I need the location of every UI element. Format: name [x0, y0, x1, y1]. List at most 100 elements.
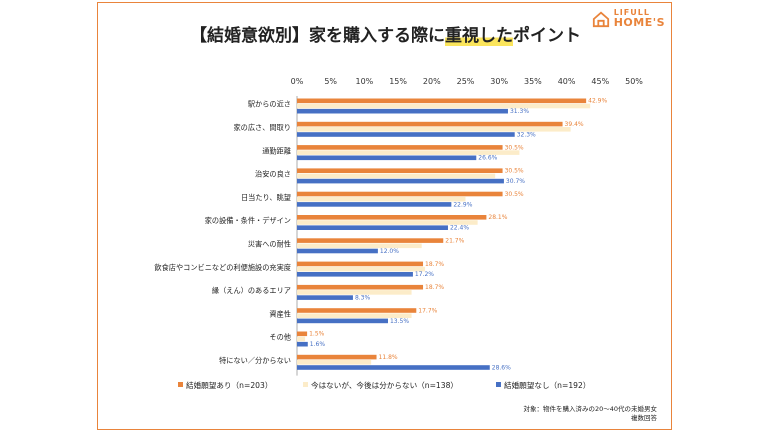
bar-s1 [297, 98, 587, 104]
bar-s1 [297, 191, 503, 197]
data-label: 1.5% [309, 331, 325, 338]
bar-s2 [297, 360, 372, 365]
data-label: 22.4% [450, 225, 469, 232]
note-line2: 複数回答 [631, 413, 657, 422]
bar-s1 [297, 284, 424, 290]
note-line1: 対象：物件を購入済みの20～40代の未婚男女 [523, 404, 657, 413]
bar-s3 [297, 202, 452, 207]
bar-s1 [297, 121, 563, 127]
legend-swatch [496, 382, 501, 387]
data-label: 17.7% [418, 307, 437, 314]
legend-label: 結婚願望なし（n=192） [504, 380, 590, 390]
bar-s1 [297, 308, 417, 313]
category-label: 駅からの近さ [248, 100, 291, 109]
bar-s3 [297, 365, 490, 370]
category-label: 特にない／分からない [219, 356, 291, 365]
x-tick-label: 35% [524, 77, 542, 86]
bar-s2 [297, 196, 466, 202]
title-prefix: 【結婚意欲別】家を購入する際に [190, 26, 445, 46]
legend-swatch [178, 382, 183, 387]
bar-s2 [297, 313, 412, 318]
bar-s3 [297, 295, 353, 300]
category-label: 飲食店やコンビニなどの利便施設の充実度 [154, 263, 291, 272]
logo-line1: LIFULL [613, 8, 650, 17]
data-label: 8.3% [355, 295, 371, 302]
bar-s2 [297, 290, 412, 295]
bar-s1 [297, 261, 424, 267]
category-label: 治安の良さ [255, 170, 291, 179]
bar-s1 [297, 238, 444, 243]
category-label: 家の広さ、間取り [233, 123, 291, 132]
title-suffix: ポイント [513, 26, 581, 46]
x-tick-label: 5% [324, 77, 337, 86]
data-label: 28.6% [492, 364, 511, 371]
bar-s3 [297, 225, 448, 230]
data-label: 30.7% [506, 178, 525, 185]
x-tick-label: 40% [558, 77, 576, 86]
bar-chart: 0% 5% 10% 15% 20% 25% 30% 35% 40% 45% 50% 駅からの近さ 42.… [154, 77, 643, 390]
category-label: 通勤距離 [262, 146, 291, 155]
data-label: 28.1% [488, 214, 507, 221]
bar-s2 [297, 127, 571, 132]
data-label: 26.6% [478, 155, 497, 162]
bar-s2 [297, 336, 306, 342]
data-label: 18.7% [425, 284, 444, 291]
chart-title: 【結婚意欲別】家を購入する際に重視したポイント [98, 21, 673, 46]
x-tick-label: 0% [291, 77, 304, 86]
x-tick-label: 25% [457, 77, 475, 86]
data-label: 1.6% [310, 341, 326, 348]
data-label: 12.0% [380, 248, 399, 255]
survey-note: 対象：物件を購入済みの20～40代の未婚男女 複数回答 [523, 405, 657, 423]
data-label: 32.3% [517, 131, 536, 138]
data-label: 31.3% [510, 108, 529, 115]
chart-card: 【結婚意欲別】家を購入する際に重視したポイント LIFULL HOME'S 0%… [97, 2, 672, 430]
bar-s3 [297, 341, 308, 347]
data-label: 17.2% [415, 271, 434, 278]
category-label: 災害への耐性 [248, 239, 291, 248]
data-label: 22.9% [453, 201, 472, 208]
data-label: 30.5% [505, 191, 524, 198]
category-label: 資産性 [269, 309, 291, 318]
data-label: 30.5% [505, 168, 524, 175]
data-label: 11.8% [379, 354, 398, 361]
lifull-homes-logo: LIFULL HOME'S [592, 9, 665, 28]
x-tick-label: 50% [625, 77, 643, 86]
category-label: 縁（えん）のあるエリア [212, 286, 291, 295]
data-label: 39.4% [565, 121, 584, 128]
title-highlight: 重視した [445, 26, 513, 46]
bar-s1 [297, 168, 503, 173]
category-label: 家の設備・条件・デザイン [205, 216, 291, 225]
x-tick-label: 10% [356, 77, 374, 86]
data-label: 18.7% [425, 261, 444, 268]
house-icon [592, 11, 609, 27]
logo-line2: HOME'S [613, 16, 665, 29]
legend-swatch [303, 382, 308, 387]
legend-label: 結婚願望あり（n=203） [186, 380, 272, 390]
bar-s2 [297, 173, 496, 179]
bar-s1 [297, 145, 503, 150]
data-label: 42.9% [588, 98, 607, 105]
x-tick-label: 30% [490, 77, 508, 86]
bar-s2 [297, 266, 426, 272]
bar-s1 [297, 215, 487, 220]
bar-s3 [297, 155, 477, 161]
bar-s2 [297, 150, 520, 155]
data-label: 13.5% [390, 318, 409, 325]
bar-s1 [297, 331, 308, 337]
bar-s3 [297, 108, 508, 114]
bar-s3 [297, 132, 515, 137]
category-label: 日当たり、眺望 [241, 193, 291, 202]
bar-s3 [297, 272, 413, 277]
bar-s3 [297, 178, 504, 184]
x-tick-label: 20% [423, 77, 441, 86]
legend-label: 今はないが、今後は分からない（n=138） [311, 380, 458, 390]
bar-s2 [297, 103, 591, 109]
x-tick-label: 45% [591, 77, 609, 86]
bar-s3 [297, 248, 378, 254]
data-label: 30.5% [505, 144, 524, 151]
bar-s3 [297, 318, 388, 324]
bar-s1 [297, 354, 377, 360]
x-tick-label: 15% [389, 77, 407, 86]
category-label: その他 [269, 333, 291, 342]
bar-s2 [297, 243, 422, 249]
